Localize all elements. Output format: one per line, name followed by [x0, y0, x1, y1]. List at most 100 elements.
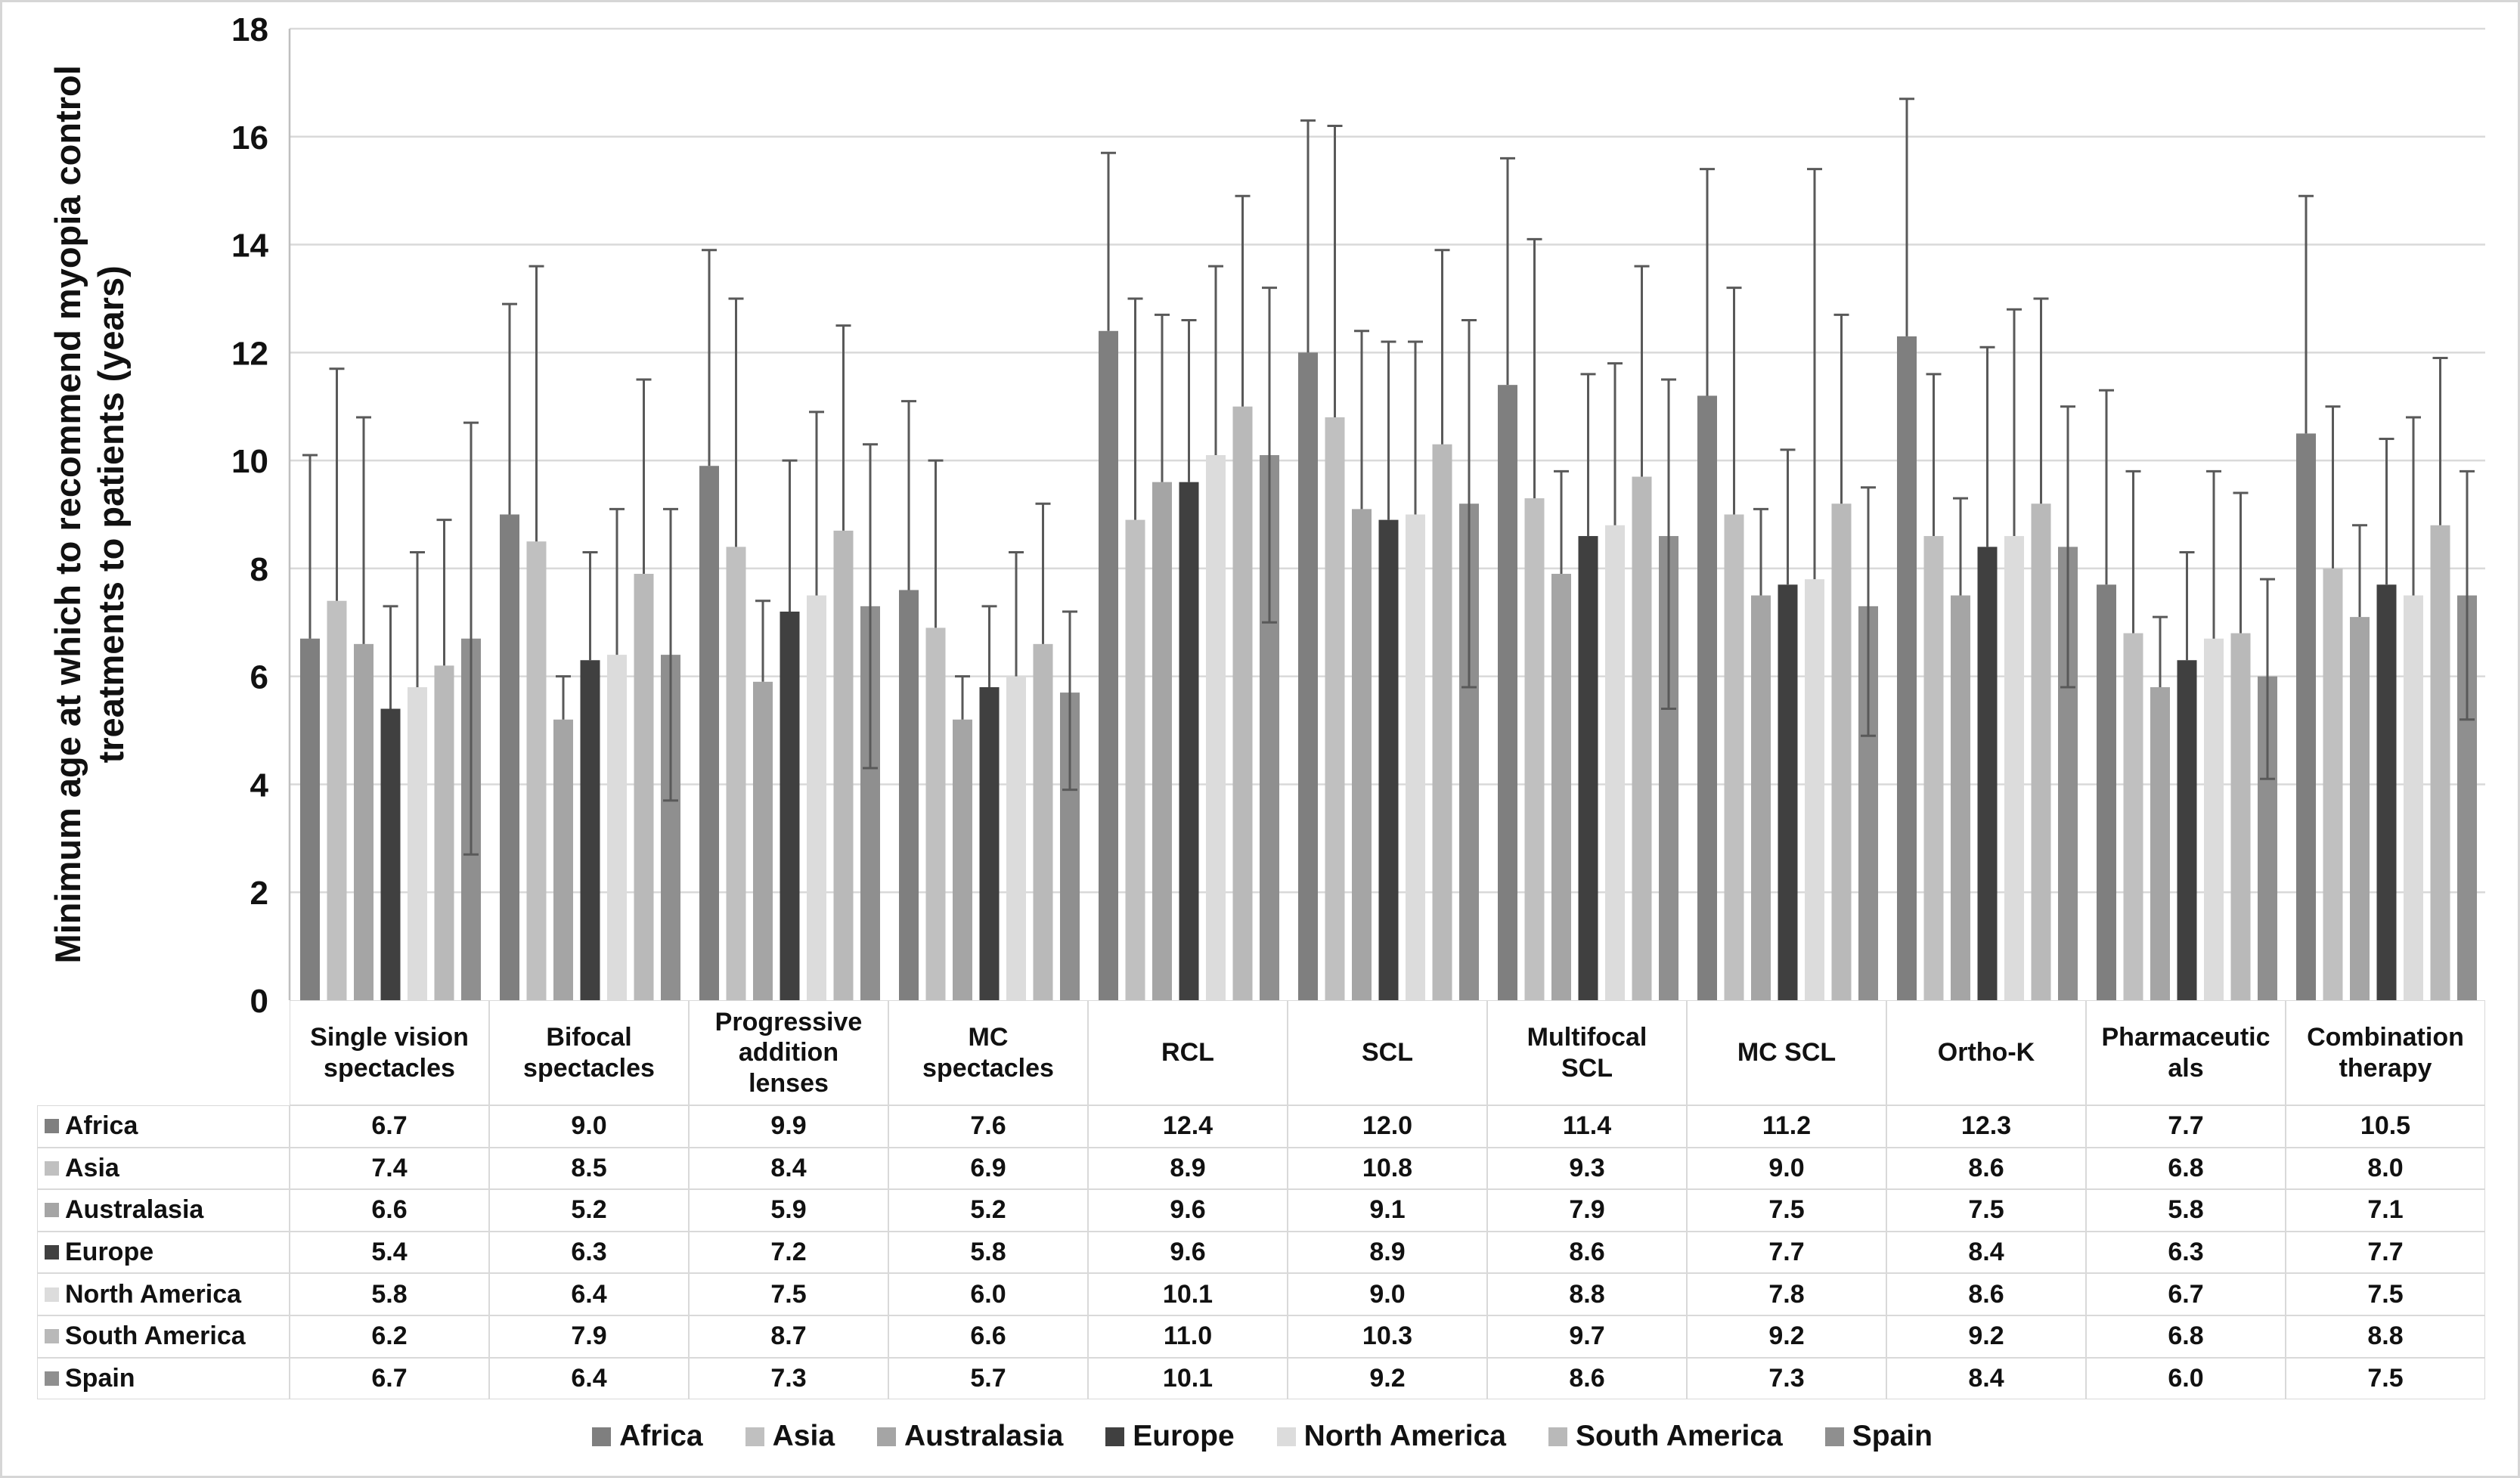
table-value: 7.6	[888, 1105, 1088, 1148]
bar-australasia	[2150, 686, 2170, 1000]
table-value: 12.3	[1886, 1105, 2086, 1148]
bar-africa	[899, 590, 919, 1000]
bar-asia	[925, 627, 946, 1000]
bar-south-america	[1831, 504, 1852, 1000]
bar-north-america	[607, 655, 627, 1000]
table-value: 5.9	[689, 1189, 888, 1232]
table-value: 6.0	[888, 1273, 1088, 1315]
series-name: Spain	[65, 1363, 135, 1393]
series-swatch	[45, 1203, 59, 1218]
series-swatch	[45, 1160, 59, 1176]
table-value: 6.8	[2086, 1147, 2286, 1190]
category-header-line: Ortho-K	[1937, 1038, 2035, 1067]
category-header-line: lenses	[749, 1068, 829, 1098]
category-header-line: Single vision	[310, 1023, 469, 1052]
legend-item-asia: Asia	[745, 1420, 835, 1453]
table-value: 8.6	[1886, 1273, 2086, 1315]
table-value: 9.2	[1288, 1357, 1487, 1400]
series-swatch	[45, 1119, 59, 1134]
table-value: 7.5	[1687, 1189, 1886, 1232]
y-tick-label: 10	[231, 443, 268, 480]
legend-swatch	[1824, 1427, 1844, 1446]
legend-swatch	[877, 1427, 897, 1446]
y-tick-label: 14	[231, 228, 268, 265]
table-row-label-north-america: North America	[37, 1273, 290, 1315]
bar-africa	[2296, 433, 2316, 1000]
table-value: 7.5	[2286, 1273, 2485, 1315]
bar-asia	[526, 541, 547, 1000]
bar-australasia	[953, 719, 972, 1000]
category-header-line: als	[2168, 1053, 2204, 1083]
bar-australasia	[1551, 574, 1571, 1000]
table-value: 5.2	[888, 1189, 1088, 1232]
legend-swatch	[1276, 1427, 1296, 1446]
series-swatch	[45, 1371, 59, 1386]
table-value: 6.2	[290, 1315, 489, 1358]
category-header-line: Bifocal	[546, 1023, 632, 1052]
bar-australasia	[1152, 482, 1172, 1000]
bar-south-america	[2230, 633, 2251, 1000]
bar-asia	[327, 600, 347, 1000]
table-value: 8.6	[1487, 1231, 1687, 1274]
table-value: 11.4	[1487, 1105, 1687, 1148]
table-value: 12.4	[1088, 1105, 1288, 1148]
bar-australasia	[1951, 595, 1970, 1000]
category-header-8: MC SCL	[1687, 1000, 1886, 1105]
category-header-line: Multifocal	[1527, 1023, 1647, 1052]
table-value: 9.0	[1687, 1147, 1886, 1190]
bar-europe	[1778, 584, 1798, 1000]
bar-north-america	[807, 595, 826, 1000]
legend-label: Asia	[772, 1420, 835, 1452]
bar-africa	[300, 638, 320, 1000]
bar-south-america	[2430, 525, 2450, 1000]
table-value: 7.5	[689, 1273, 888, 1315]
table-value: 10.8	[1288, 1147, 1487, 1190]
series-swatch	[45, 1245, 59, 1260]
bar-europe	[1977, 547, 1998, 1000]
table-value: 8.6	[1487, 1357, 1687, 1400]
table-value: 8.6	[1886, 1147, 2086, 1190]
category-header-10: Pharmaceutic als	[2086, 1000, 2286, 1105]
table-value: 8.9	[1088, 1147, 1288, 1190]
table-value: 12.0	[1288, 1105, 1487, 1148]
category-header-line: Progressive	[714, 1008, 863, 1037]
table-value: 8.4	[1886, 1231, 2086, 1274]
bar-africa	[1099, 330, 1118, 1000]
table-value: 9.9	[689, 1105, 888, 1148]
table-value: 9.7	[1487, 1315, 1687, 1358]
table-value: 7.1	[2286, 1189, 2485, 1232]
bar-australasia	[553, 719, 573, 1000]
bar-asia	[1524, 498, 1545, 1000]
table-value: 10.3	[1288, 1315, 1487, 1358]
bar-south-america	[833, 530, 854, 1000]
table-value: 7.7	[2086, 1105, 2286, 1148]
bar-europe	[580, 660, 600, 1000]
bar-europe	[2376, 584, 2397, 1000]
table-value: 7.2	[689, 1231, 888, 1274]
table-value: 6.0	[2086, 1357, 2286, 1400]
series-name: South America	[65, 1322, 246, 1351]
series-name: Australasia	[65, 1195, 204, 1225]
legend-swatch	[745, 1427, 764, 1446]
bar-australasia	[1352, 509, 1372, 1000]
table-value: 5.8	[2086, 1189, 2286, 1232]
table-value: 10.1	[1088, 1273, 1288, 1315]
table-value: 6.3	[2086, 1231, 2286, 1274]
table-value: 8.5	[489, 1147, 689, 1190]
table-value: 8.0	[2286, 1147, 2485, 1190]
category-header-line: spectacles	[922, 1053, 1054, 1083]
bar-asia	[2323, 568, 2343, 1000]
category-header-5: RCL	[1088, 1000, 1288, 1105]
bar-north-america	[1006, 676, 1026, 1000]
bar-north-america	[1206, 454, 1226, 1000]
table-value: 7.4	[290, 1147, 489, 1190]
table-value: 5.7	[888, 1357, 1088, 1400]
table-value: 6.9	[888, 1147, 1088, 1190]
category-header-line: Combination	[2307, 1023, 2464, 1052]
table-value: 6.3	[489, 1231, 689, 1274]
table-row-label-spain: Spain	[37, 1357, 290, 1400]
bar-australasia	[1751, 595, 1771, 1000]
y-tick-label: 8	[250, 551, 268, 588]
table-value: 11.0	[1088, 1315, 1288, 1358]
bar-asia	[726, 547, 746, 1000]
